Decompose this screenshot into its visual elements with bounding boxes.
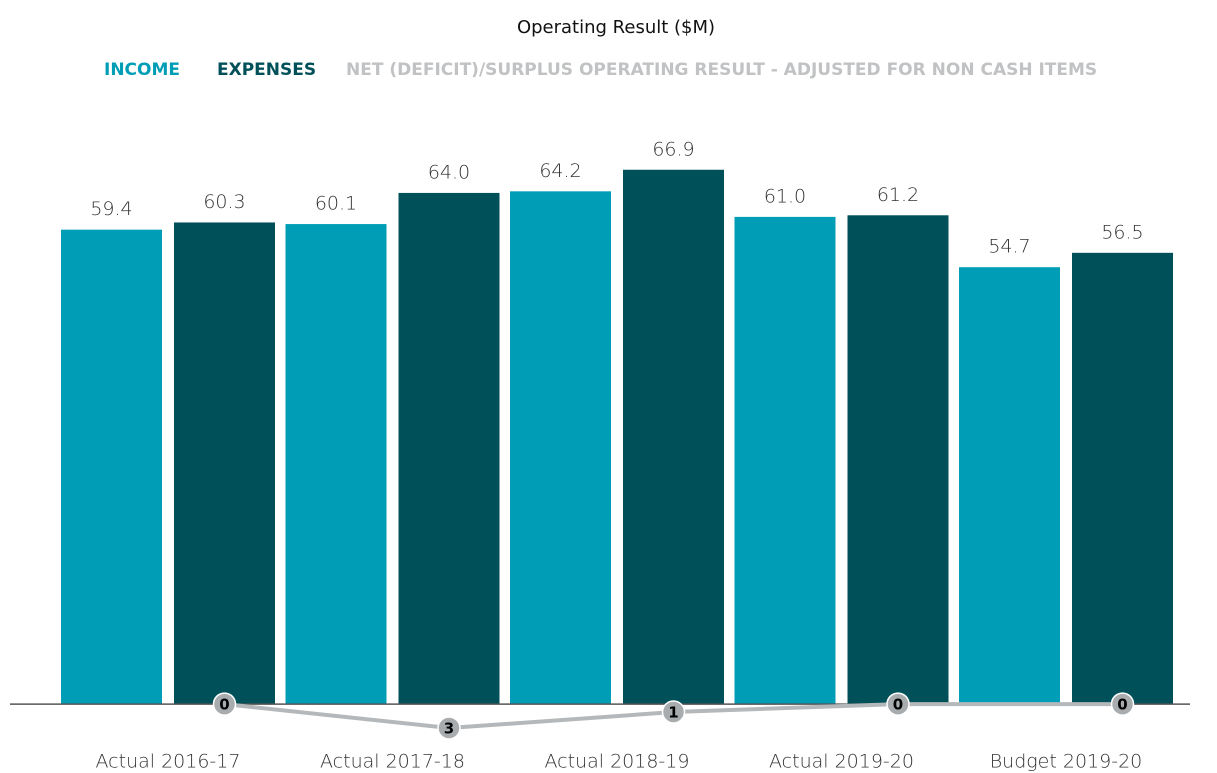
chart-title: Operating Result ($M) — [517, 17, 715, 38]
data-label: 60.1 — [315, 193, 357, 215]
data-label: 66.9 — [652, 138, 694, 160]
x-tick-label: Actual 2018-19 — [545, 751, 690, 773]
bar — [959, 267, 1060, 705]
data-label: 61.0 — [764, 185, 806, 207]
net-point — [886, 692, 910, 716]
x-tick-label: Actual 2017-18 — [320, 751, 465, 773]
legend-item[interactable]: INCOME — [104, 60, 180, 80]
data-label: 0 — [893, 696, 903, 714]
data-label: 56.5 — [1101, 221, 1143, 243]
bar — [623, 169, 724, 705]
data-label: 54.7 — [988, 236, 1030, 258]
data-label: 59.4 — [90, 198, 132, 220]
net-point — [437, 716, 461, 740]
bar — [61, 229, 162, 705]
data-label: 64.2 — [539, 160, 581, 182]
bar — [734, 216, 836, 705]
data-label: 0 — [1117, 696, 1127, 714]
net-point — [661, 700, 686, 724]
x-tick-label: Actual 2019-20 — [769, 751, 914, 773]
bar — [847, 215, 949, 705]
data-label: 60.3 — [203, 191, 245, 213]
data-label: 61.2 — [877, 184, 919, 206]
data-label: 0 — [219, 696, 229, 714]
legend-item[interactable]: NET (DEFICIT)/SURPLUS OPERATING RESULT -… — [346, 60, 1097, 80]
data-label: 1 — [668, 704, 678, 722]
bar — [510, 191, 611, 705]
x-tick-label: Budget 2019-20 — [990, 751, 1143, 773]
bar — [174, 222, 275, 705]
data-label: 3 — [444, 720, 454, 738]
data-label: 64.0 — [428, 161, 470, 183]
legend-item[interactable]: EXPENSES — [217, 60, 316, 80]
x-tick-label: Actual 2016-17 — [96, 751, 241, 773]
net-point — [212, 692, 237, 716]
net-point — [1110, 692, 1135, 716]
bar — [1072, 252, 1173, 705]
bar — [398, 192, 500, 705]
bar — [285, 224, 387, 705]
